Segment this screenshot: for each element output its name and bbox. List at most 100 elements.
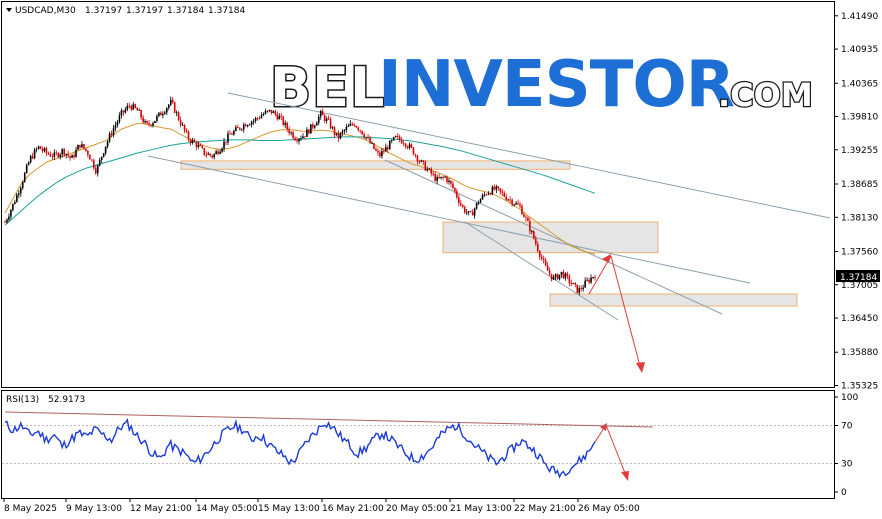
- candle-body: [371, 143, 373, 144]
- current-price-label: 1.37184: [840, 273, 877, 283]
- candle-body: [327, 118, 330, 120]
- candle-body: [177, 112, 180, 120]
- candle-body: [473, 208, 476, 216]
- candle-body: [183, 124, 186, 131]
- candle-body: [83, 144, 85, 149]
- candle-body: [280, 115, 283, 117]
- candle-body: [211, 155, 213, 158]
- ma-fast-line: [4, 122, 596, 255]
- candle-body: [102, 153, 105, 157]
- rsi-value: 52.9173: [48, 395, 85, 405]
- candle-body: [475, 202, 478, 209]
- ma-slow-line: [4, 136, 596, 226]
- candle-body: [428, 168, 431, 170]
- candle-body: [406, 146, 409, 148]
- candle-body: [452, 183, 454, 188]
- candle-body: [365, 137, 367, 139]
- candle-body: [29, 156, 32, 163]
- rsi-line: [4, 417, 596, 479]
- candle-body: [442, 176, 444, 178]
- candle-body: [235, 127, 237, 131]
- candle-body: [276, 114, 279, 120]
- candle-body: [284, 122, 287, 125]
- candle-body: [213, 154, 215, 158]
- candle-body: [154, 120, 156, 124]
- ohlc-low: 1.37184: [167, 6, 204, 16]
- candle-body: [503, 192, 506, 197]
- rsi-arrow-down-head-icon: [621, 471, 629, 481]
- candle-body: [485, 194, 488, 196]
- candle-body: [114, 124, 117, 129]
- candle-body: [568, 276, 571, 284]
- candle-body: [16, 194, 18, 203]
- candle-body: [353, 124, 356, 126]
- candle-body: [325, 118, 328, 122]
- candle-body: [116, 121, 119, 125]
- candle-body: [53, 152, 56, 157]
- ohlc-high: 1.37197: [126, 6, 163, 16]
- candle-body: [408, 144, 411, 148]
- candle-body: [388, 140, 391, 150]
- rsi-tick-label: 100: [841, 393, 858, 403]
- candle-body: [189, 139, 192, 143]
- candle-body: [67, 153, 69, 156]
- candle-body: [505, 196, 508, 200]
- candle-body: [461, 205, 464, 208]
- candle-body: [436, 177, 438, 181]
- candle-body: [398, 136, 401, 140]
- price-tick-label: 1.39255: [841, 146, 878, 156]
- time-tick-label: 12 May 21:00: [130, 504, 192, 514]
- candle-body: [278, 115, 281, 120]
- candle-body: [582, 287, 584, 290]
- candle-body: [33, 149, 36, 159]
- candle-body: [321, 110, 324, 116]
- price-tick-label: 1.39810: [841, 113, 878, 123]
- zone-box: [549, 293, 798, 307]
- candle-body: [465, 212, 468, 214]
- candle-body: [351, 123, 354, 125]
- candle-body: [313, 125, 316, 128]
- candle-body: [98, 160, 101, 166]
- candle-body: [126, 105, 129, 110]
- triangle-down-icon[interactable]: [6, 8, 12, 12]
- rsi-arrow-down: [605, 424, 628, 479]
- candle-body: [343, 130, 346, 132]
- candle-body: [25, 164, 28, 173]
- candle-body: [27, 162, 30, 165]
- zone-box: [442, 221, 659, 254]
- candle-body: [521, 206, 523, 215]
- candle-body: [572, 283, 575, 284]
- candle-body: [489, 193, 492, 195]
- candle-body: [430, 168, 433, 174]
- candle-body: [167, 104, 170, 109]
- rsi-tick-label: 70: [841, 422, 853, 432]
- candle-body: [556, 274, 559, 280]
- candle-body: [434, 173, 436, 181]
- candle-body: [187, 132, 190, 140]
- candle-body: [134, 104, 137, 108]
- candle-body: [440, 176, 442, 179]
- candle-body: [312, 124, 314, 128]
- candle-body: [387, 147, 389, 150]
- time-tick-label: 22 May 21:00: [514, 504, 576, 514]
- candle-body: [479, 199, 482, 203]
- zone-box: [180, 160, 571, 170]
- candle-body: [100, 156, 103, 161]
- candle-body: [140, 110, 142, 118]
- candle-body: [410, 144, 413, 148]
- candle-body: [262, 113, 265, 116]
- candle-body: [290, 132, 292, 134]
- candle-body: [361, 130, 363, 135]
- candle-body: [341, 131, 344, 133]
- candle-body: [375, 149, 377, 151]
- candle-body: [181, 124, 184, 126]
- candle-body: [4, 222, 6, 223]
- candle-body: [574, 283, 577, 285]
- candle-body: [274, 111, 277, 115]
- price-tick-label: 1.38685: [841, 180, 878, 190]
- candle-body: [171, 99, 174, 103]
- candle-body: [160, 112, 162, 116]
- candle-body: [256, 117, 259, 119]
- symbol-label: USDCAD,M30: [15, 6, 76, 16]
